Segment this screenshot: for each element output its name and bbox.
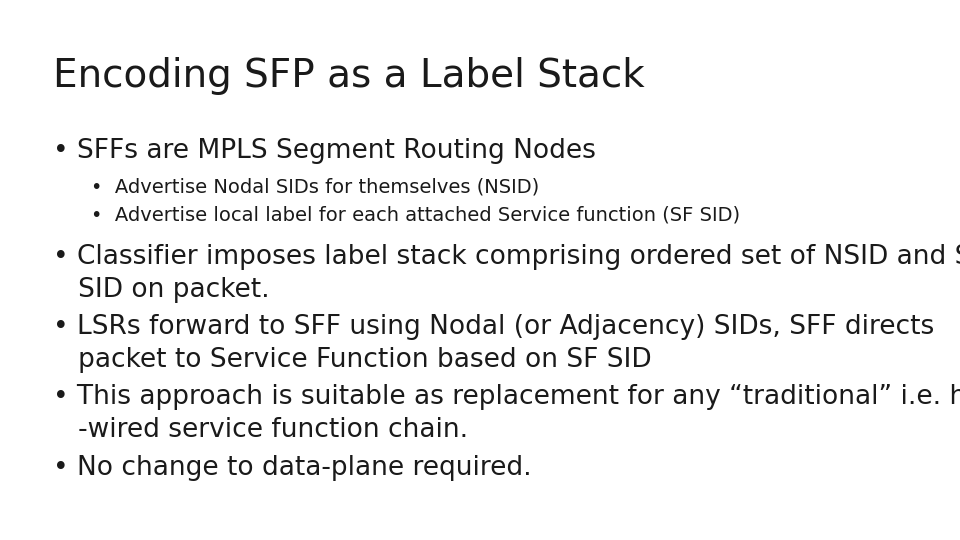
Text: • Classifier imposes label stack comprising ordered set of NSID and SF
   SID on: • Classifier imposes label stack compris… (53, 244, 960, 303)
Text: • No change to data-plane required.: • No change to data-plane required. (53, 455, 532, 481)
Text: Encoding SFP as a Label Stack: Encoding SFP as a Label Stack (53, 57, 644, 94)
Text: • LSRs forward to SFF using Nodal (or Adjacency) SIDs, SFF directs
   packet to : • LSRs forward to SFF using Nodal (or Ad… (53, 314, 934, 373)
Text: • SFFs are MPLS Segment Routing Nodes: • SFFs are MPLS Segment Routing Nodes (53, 138, 595, 164)
Text: • This approach is suitable as replacement for any “traditional” i.e. hard
   -w: • This approach is suitable as replaceme… (53, 384, 960, 443)
Text: •  Advertise local label for each attached Service function (SF SID): • Advertise local label for each attache… (91, 205, 740, 224)
Text: •  Advertise Nodal SIDs for themselves (NSID): • Advertise Nodal SIDs for themselves (N… (91, 177, 540, 196)
